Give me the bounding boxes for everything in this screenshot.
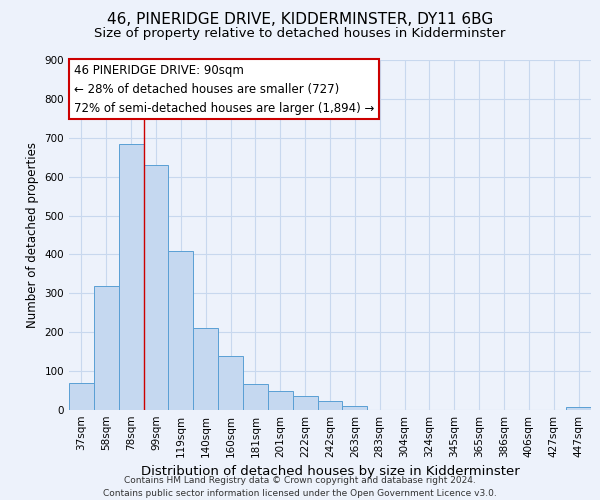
Bar <box>69 383 94 410</box>
Text: 46 PINERIDGE DRIVE: 90sqm
← 28% of detached houses are smaller (727)
72% of semi: 46 PINERIDGE DRIVE: 90sqm ← 28% of detac… <box>74 64 374 114</box>
Bar <box>343 406 367 410</box>
Text: Contains HM Land Registry data © Crown copyright and database right 2024.
Contai: Contains HM Land Registry data © Crown c… <box>103 476 497 498</box>
Y-axis label: Number of detached properties: Number of detached properties <box>26 142 39 328</box>
Bar <box>317 402 343 410</box>
Text: Size of property relative to detached houses in Kidderminster: Size of property relative to detached ho… <box>94 28 506 40</box>
Text: 46, PINERIDGE DRIVE, KIDDERMINSTER, DY11 6BG: 46, PINERIDGE DRIVE, KIDDERMINSTER, DY11… <box>107 12 493 28</box>
Bar <box>119 144 143 410</box>
Bar <box>218 356 243 410</box>
Bar <box>268 392 293 410</box>
Bar <box>243 384 268 410</box>
Bar <box>193 328 218 410</box>
Bar <box>566 408 591 410</box>
X-axis label: Distribution of detached houses by size in Kidderminster: Distribution of detached houses by size … <box>140 466 520 478</box>
Bar <box>94 286 119 410</box>
Bar <box>169 250 193 410</box>
Bar <box>143 165 169 410</box>
Bar <box>293 396 317 410</box>
